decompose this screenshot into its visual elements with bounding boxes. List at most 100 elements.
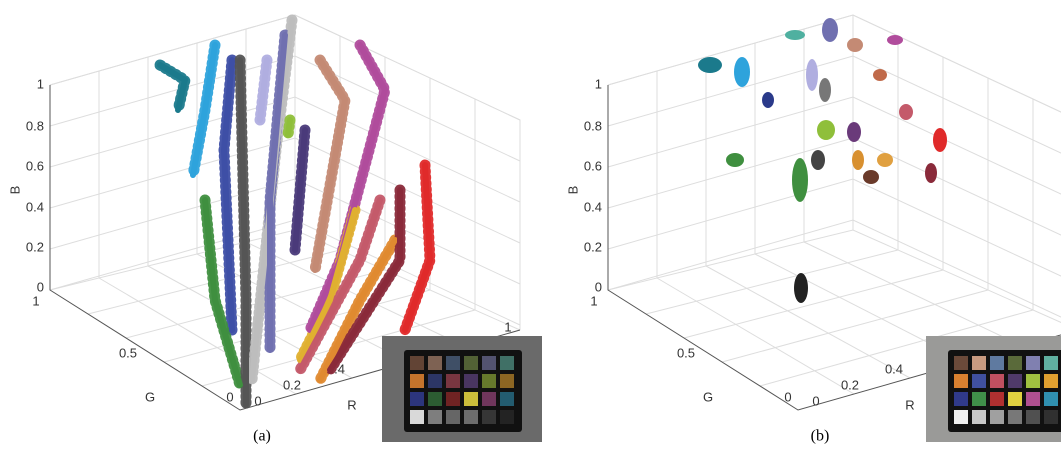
color-patch <box>990 410 1004 424</box>
g-tick-label: 0 <box>226 389 233 404</box>
color-patch <box>1026 374 1040 388</box>
color-patch <box>1008 410 1022 424</box>
point-cloud <box>193 45 215 175</box>
grid-line <box>646 250 898 314</box>
color-patch <box>500 374 514 388</box>
b-tick-label: 0 <box>37 279 44 294</box>
r-tick-label: 0.2 <box>283 377 301 392</box>
color-patch <box>428 374 442 388</box>
color-patch <box>954 392 968 406</box>
g-tick-label: 0.5 <box>119 345 137 360</box>
b-tick-label: 1 <box>595 76 602 91</box>
point-cluster <box>933 128 947 152</box>
g-tick-label: 0.5 <box>677 345 695 360</box>
point-cluster <box>734 57 750 87</box>
color-patch <box>500 392 514 406</box>
g-axis-label: G <box>145 389 155 404</box>
point-cluster <box>806 59 818 91</box>
color-patch <box>990 356 1004 370</box>
grid-line <box>608 97 1061 202</box>
point-cluster <box>811 150 825 170</box>
grid-line <box>657 278 854 394</box>
color-patch <box>446 410 460 424</box>
grid-line <box>608 179 1061 284</box>
point-cluster <box>817 120 835 140</box>
color-patch <box>410 392 424 406</box>
b-tick-label: 0 <box>595 279 602 294</box>
color-patch <box>482 410 496 424</box>
point-cluster <box>819 78 831 102</box>
r-tick-label: 1 <box>504 319 511 334</box>
g-tick-label: 1 <box>32 293 39 308</box>
b-axis-label: B <box>565 186 580 195</box>
color-patch <box>1044 356 1058 370</box>
r-tick-label: 0 <box>812 393 819 408</box>
color-patch <box>482 356 496 370</box>
color-patch <box>972 410 986 424</box>
r-tick-label: 0.2 <box>841 377 859 392</box>
point-cluster <box>794 273 808 303</box>
color-patch <box>464 410 478 424</box>
b-tick-label: 0.6 <box>26 158 44 173</box>
caption: (b) <box>811 428 830 445</box>
b-tick-label: 0.4 <box>26 199 44 214</box>
color-patch <box>428 356 442 370</box>
point-cluster <box>899 104 913 120</box>
color-patch <box>500 410 514 424</box>
color-patch <box>1044 392 1058 406</box>
color-patch <box>1008 374 1022 388</box>
color-patch <box>972 374 986 388</box>
color-patch <box>410 374 424 388</box>
color-patch <box>990 374 1004 388</box>
grid-line <box>50 179 520 284</box>
point-cluster <box>847 122 861 142</box>
color-patch <box>1044 410 1058 424</box>
grid-line <box>684 270 943 338</box>
r-axis-label: R <box>347 397 356 412</box>
point-cluster <box>863 170 879 184</box>
point-cluster <box>792 158 808 202</box>
point-cluster <box>852 150 864 170</box>
grid-line <box>608 220 1061 325</box>
b-tick-label: 0.4 <box>584 199 602 214</box>
b-tick-label: 0.2 <box>584 239 602 254</box>
color-patch <box>954 356 968 370</box>
color-patch <box>954 410 968 424</box>
box-edge <box>608 230 1061 330</box>
r-axis-label: R <box>905 397 914 412</box>
color-patch <box>410 356 424 370</box>
color-patch <box>428 392 442 406</box>
color-patch <box>410 410 424 424</box>
grid-line <box>608 56 1061 161</box>
point-cluster <box>925 163 937 183</box>
color-patch <box>464 374 478 388</box>
point-cluster <box>873 69 887 81</box>
color-patch <box>972 392 986 406</box>
color-patch <box>1044 374 1058 388</box>
color-patch <box>464 356 478 370</box>
color-patch <box>972 356 986 370</box>
point-cluster <box>887 35 903 45</box>
color-patch <box>482 374 496 388</box>
b-axis-label: B <box>7 186 22 195</box>
point-cluster <box>822 18 838 42</box>
g-axis-label: G <box>703 389 713 404</box>
grid-line <box>50 138 520 243</box>
color-patch <box>1008 392 1022 406</box>
r-tick-label: 0 <box>254 393 261 408</box>
color-patch <box>1026 356 1040 370</box>
box-edge <box>50 230 520 330</box>
figure: 10.80.60.40.2010.5000.20.41BGR(a)10.80.6… <box>0 0 1061 446</box>
color-patch <box>446 392 460 406</box>
color-patch <box>446 374 460 388</box>
color-patch <box>1008 356 1022 370</box>
box-edge <box>608 15 1061 330</box>
point-cluster <box>847 38 863 52</box>
color-patch <box>428 410 442 424</box>
b-tick-label: 1 <box>37 76 44 91</box>
color-patch <box>1026 410 1040 424</box>
b-tick-label: 0.6 <box>584 158 602 173</box>
point-cloud <box>288 120 290 135</box>
